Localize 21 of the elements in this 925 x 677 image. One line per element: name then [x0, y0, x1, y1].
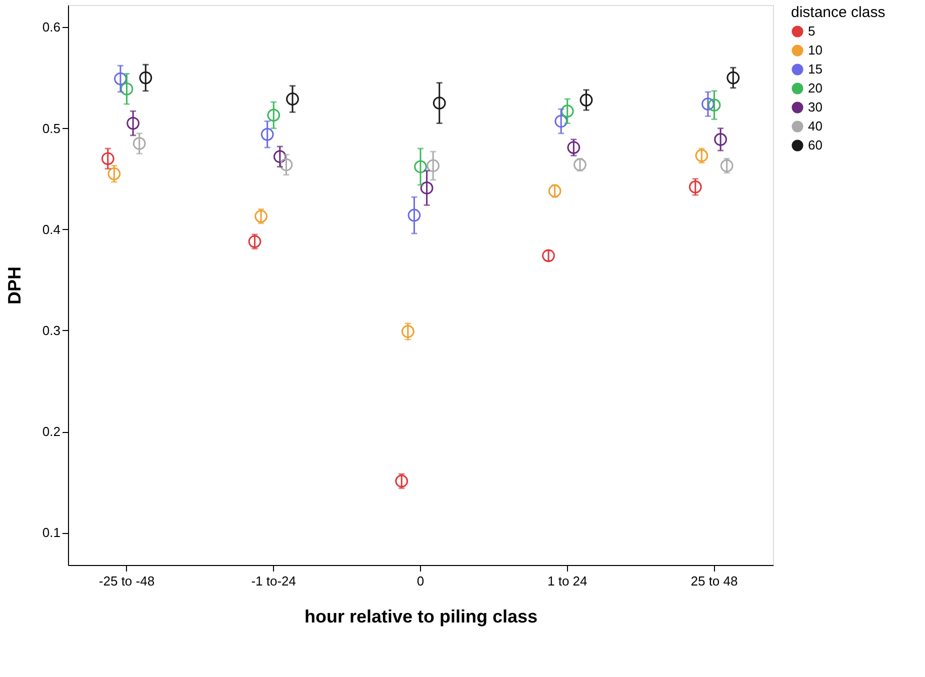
legend-title: distance class	[791, 4, 886, 21]
y-tick-label: 0.4	[42, 222, 60, 237]
y-axis-title: DPH	[4, 266, 24, 305]
x-tick-label: 1 to 24	[547, 574, 588, 588]
y-tick-label: 0.1	[42, 525, 60, 540]
y-tick-label: 0.6	[42, 20, 60, 35]
x-tick-label: -1 to-24	[251, 574, 296, 588]
legend-label: 30	[808, 100, 822, 114]
x-axis-title: hour relative to piling class	[304, 606, 538, 626]
y-tick-label: 0.2	[42, 424, 60, 440]
legend-label: 60	[808, 138, 822, 152]
legend-label: 15	[808, 62, 822, 76]
legend-label: 40	[808, 118, 822, 134]
legend-label: 20	[808, 80, 822, 96]
legend-label: 10	[808, 42, 822, 58]
y-tick-label: 0.3	[42, 322, 60, 338]
y-tick-label: 0.5	[42, 120, 60, 136]
x-tick-label: -25 to -48	[98, 574, 155, 588]
legend-label: 5	[808, 24, 816, 38]
x-tick-label: 25 to 48	[690, 574, 738, 588]
x-tick-label: 0	[416, 574, 424, 588]
